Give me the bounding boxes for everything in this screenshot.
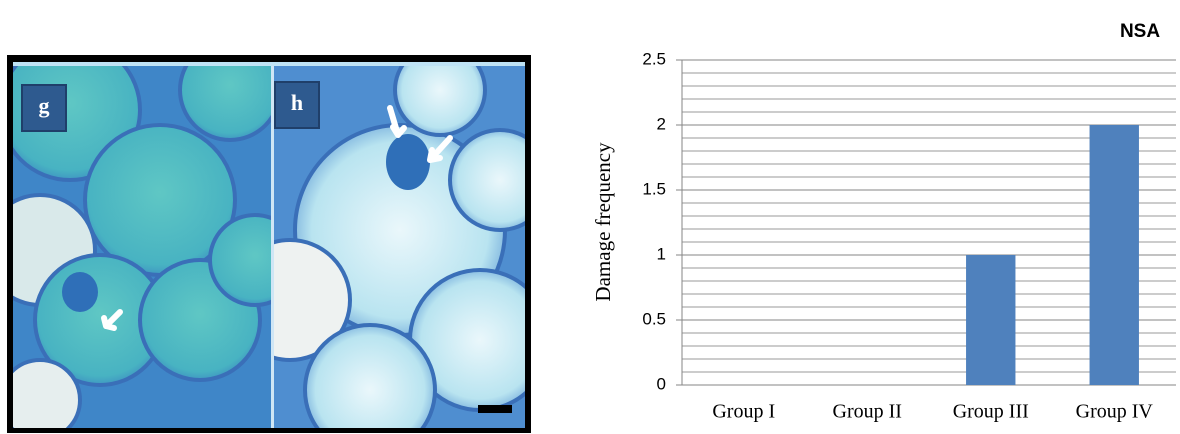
y-tick-label: 1 (657, 244, 666, 263)
figure: g h NSA Damage frequency 0 0.5 1 1.5 2 2.5 Gro… (0, 0, 1180, 434)
x-tick-label: Group II (833, 401, 902, 423)
x-tick-label: Group III (953, 401, 1029, 423)
x-tick-label: Group IV (1076, 401, 1154, 423)
micrograph: g h (0, 40, 550, 434)
panel-label: g (39, 93, 50, 118)
y-tick-label: 0 (657, 374, 666, 393)
x-tick-label: Group I (712, 401, 775, 423)
y-tick-label: 2.5 (642, 49, 666, 68)
panel-label: h (291, 90, 303, 115)
chart-title: NSA (1120, 21, 1160, 42)
y-tick-label: 1.5 (642, 179, 666, 198)
y-tick-label: 2 (657, 114, 666, 133)
bar (966, 255, 1015, 385)
y-tick-label: 0.5 (642, 309, 666, 328)
page: g h NSA Damage frequency 0 0.5 1 1.5 2 2.5 Gro… (0, 0, 1180, 434)
bar (1090, 125, 1139, 385)
y-axis-label: Damage frequency (591, 142, 615, 302)
